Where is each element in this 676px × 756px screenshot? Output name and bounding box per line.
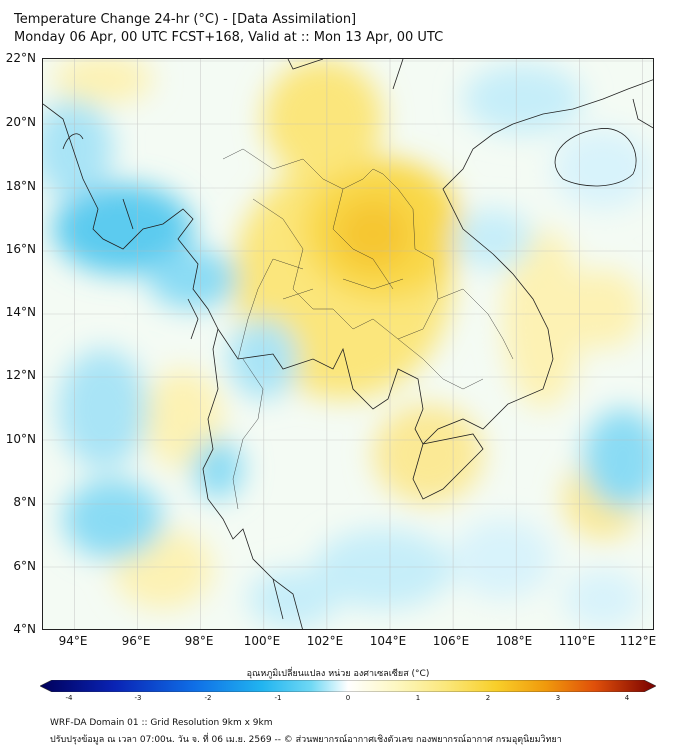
colorbar-tick: -3 [134, 694, 142, 702]
coastlines [43, 59, 653, 629]
lat-tick: 18°N [5, 179, 36, 193]
colorbar-tick: 2 [485, 694, 491, 702]
colorbar-tick: 1 [415, 694, 421, 702]
lat-tick: 6°N [13, 559, 36, 573]
colorbar-tick: 3 [555, 694, 561, 702]
colorbar-tick: 4 [624, 694, 630, 702]
lon-tick: 106°E [432, 634, 470, 648]
lat-tick: 20°N [5, 115, 36, 129]
lat-tick: 12°N [5, 368, 36, 382]
lon-tick: 102°E [306, 634, 344, 648]
lat-tick: 10°N [5, 432, 36, 446]
admin-borders [222, 148, 514, 510]
colorbar-tick: -1 [274, 694, 282, 702]
chart-title: Temperature Change 24-hr (°C) - [Data As… [14, 12, 357, 27]
lon-tick: 98°E [184, 634, 214, 648]
lon-tick: 112°E [619, 634, 657, 648]
lat-tick: 8°N [13, 495, 36, 509]
lon-tick: 104°E [369, 634, 407, 648]
footer-grid-info: WRF-DA Domain 01 :: Grid Resolution 9km … [50, 718, 273, 728]
lon-tick: 110°E [558, 634, 596, 648]
colorbar-tick: 0 [345, 694, 351, 702]
chart-subtitle: Monday 06 Apr, 00 UTC FCST+168, Valid at… [14, 30, 444, 45]
graticule [43, 59, 653, 629]
map-canvas [43, 59, 653, 629]
lat-tick: 14°N [5, 305, 36, 319]
colorbar-tick: -2 [204, 694, 212, 702]
lon-tick: 96°E [121, 634, 151, 648]
lat-tick: 22°N [5, 51, 36, 65]
lon-tick: 100°E [243, 634, 281, 648]
lat-tick: 4°N [13, 622, 36, 636]
map-panel[interactable] [42, 58, 654, 630]
footer-credit: ปรับปรุงข้อมูล ณ เวลา 07:00น. วัน จ. ที่… [50, 735, 562, 745]
colorbar-label: อุณหภูมิเปลี่ยนแปลง หน่วย องศาเซลเซียส (… [246, 669, 430, 679]
lon-tick: 108°E [495, 634, 533, 648]
lat-tick: 16°N [5, 242, 36, 256]
colorbar-tick: -4 [65, 694, 73, 702]
colorbar [40, 680, 656, 692]
lon-tick: 94°E [58, 634, 88, 648]
